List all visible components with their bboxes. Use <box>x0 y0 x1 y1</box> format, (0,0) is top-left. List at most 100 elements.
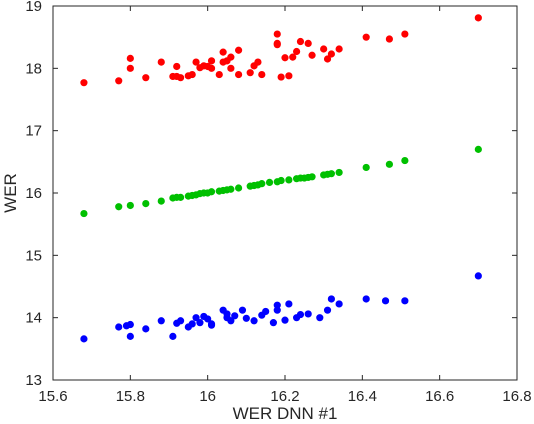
data-point <box>316 314 324 322</box>
data-point <box>115 203 123 211</box>
data-point <box>385 35 393 43</box>
data-point <box>204 315 212 323</box>
y-tick-label: 13 <box>25 372 42 389</box>
data-point <box>196 319 204 327</box>
data-point <box>258 70 266 79</box>
data-point <box>80 79 88 87</box>
x-axis-title: WER DNN #1 <box>233 404 338 423</box>
data-point <box>254 58 262 66</box>
x-tick-label: 15.6 <box>38 388 67 405</box>
x-tick-label: 16.8 <box>502 388 531 405</box>
data-point <box>207 321 216 329</box>
data-point <box>269 319 277 327</box>
data-point <box>207 64 216 72</box>
data-point <box>401 297 409 305</box>
data-point <box>273 306 281 314</box>
data-point <box>277 73 285 81</box>
data-point <box>169 332 177 340</box>
data-point <box>308 173 316 181</box>
data-point <box>335 45 343 53</box>
x-tick-label: 16.6 <box>425 388 454 405</box>
data-point <box>277 176 285 185</box>
data-point <box>192 314 200 322</box>
data-point <box>285 72 293 80</box>
data-point <box>246 69 254 77</box>
data-point <box>173 62 181 71</box>
x-tick-label: 16.2 <box>270 388 299 405</box>
data-point <box>401 156 409 165</box>
data-point <box>362 295 370 303</box>
data-point <box>335 168 343 177</box>
data-point <box>304 310 312 318</box>
data-point <box>362 163 370 172</box>
data-point <box>289 53 297 61</box>
data-point <box>285 176 293 184</box>
y-tick-label: 15 <box>25 247 42 264</box>
data-point <box>262 307 270 316</box>
x-tick-label: 16.4 <box>348 388 377 405</box>
data-point <box>126 320 134 329</box>
data-point <box>296 310 305 319</box>
data-point <box>401 30 409 38</box>
y-tick-label: 19 <box>25 0 42 15</box>
data-point <box>188 320 196 328</box>
data-point <box>126 332 134 340</box>
y-tick-label: 18 <box>25 60 42 77</box>
data-point <box>227 185 235 193</box>
data-point <box>115 77 123 85</box>
data-point <box>215 70 223 79</box>
data-points <box>80 14 482 343</box>
data-point <box>207 57 216 65</box>
data-point <box>362 33 370 41</box>
x-axis-ticks: 15.6 15.8 16 16.2 16.4 16.6 16.8 <box>38 6 532 405</box>
data-point <box>142 325 150 333</box>
series-1 <box>80 145 482 218</box>
data-point <box>474 145 482 153</box>
y-tick-label: 16 <box>25 185 42 202</box>
data-point <box>335 300 343 308</box>
data-point <box>115 323 123 331</box>
axes-box <box>52 5 518 381</box>
data-point <box>142 74 150 82</box>
data-point <box>250 317 258 325</box>
data-point <box>188 70 196 79</box>
series-0 <box>80 14 482 87</box>
data-point <box>227 53 235 61</box>
data-point <box>292 47 301 56</box>
data-point <box>327 295 335 303</box>
data-point <box>258 180 266 188</box>
y-axis-ticks: 13 14 15 16 17 18 19 <box>25 0 517 389</box>
x-tick-label: 15.8 <box>116 388 145 405</box>
data-point <box>231 312 239 320</box>
data-point <box>273 30 281 38</box>
data-point <box>385 160 393 168</box>
data-point <box>177 193 185 201</box>
data-point <box>304 39 312 48</box>
data-point <box>142 199 150 208</box>
data-point <box>177 317 185 325</box>
x-tick-label: 16 <box>199 388 216 405</box>
data-point <box>265 178 274 187</box>
data-point <box>227 317 235 325</box>
data-point <box>296 37 305 46</box>
data-point <box>80 209 88 218</box>
data-point <box>126 54 134 62</box>
data-point <box>227 64 235 72</box>
data-point <box>157 197 165 205</box>
data-point <box>80 335 88 343</box>
data-point <box>235 46 243 54</box>
data-point <box>327 50 335 58</box>
data-point <box>219 48 227 56</box>
data-point <box>177 74 185 82</box>
data-point <box>157 317 165 325</box>
data-point <box>281 316 289 324</box>
series-2 <box>80 272 482 343</box>
data-point <box>242 314 250 322</box>
data-point <box>323 55 332 63</box>
data-point <box>126 201 134 210</box>
data-point <box>320 45 328 53</box>
data-point <box>474 272 482 280</box>
data-point <box>281 54 289 62</box>
data-point <box>285 300 293 308</box>
